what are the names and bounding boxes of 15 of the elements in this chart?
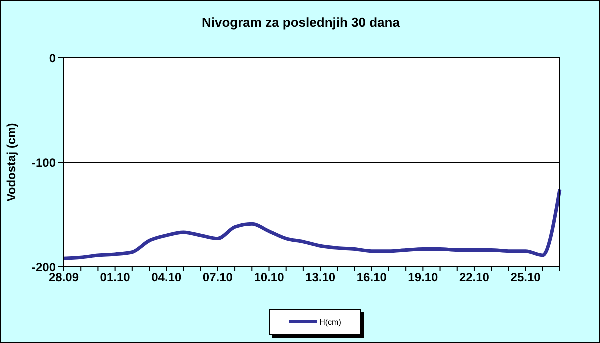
x-tick-label: 16.10 [356, 270, 388, 285]
x-tick-label: 22.10 [459, 270, 490, 285]
x-tick-label: 07.10 [202, 270, 234, 285]
chart-title: Nivogram za poslednjih 30 dana [201, 15, 401, 30]
x-tick-label: 01.10 [100, 270, 131, 285]
x-tick-label: 25.10 [510, 270, 542, 285]
y-tick-label: 0 [49, 51, 56, 66]
line-series [62, 188, 562, 260]
x-tick-label: 10.10 [254, 270, 285, 285]
x-tick-label: 13.10 [306, 270, 336, 285]
x-tick-label: 04.10 [152, 270, 182, 285]
x-tick-label: 19.10 [408, 270, 439, 285]
y-axis-title: Vodostaj (cm) [4, 123, 18, 202]
y-tick-label: -100 [32, 156, 56, 170]
legend-label: H(cm) [320, 318, 342, 326]
